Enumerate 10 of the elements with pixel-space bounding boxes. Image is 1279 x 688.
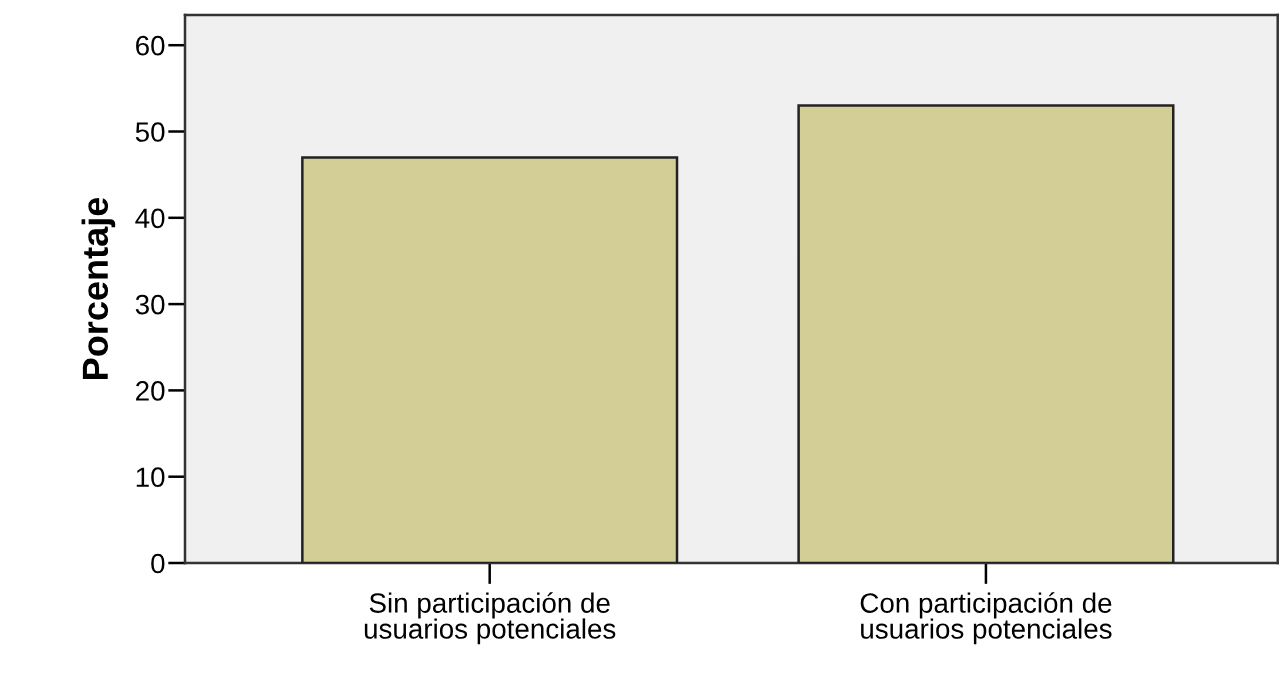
y-tick-label: 20: [136, 381, 165, 401]
y-tick-label: 50: [135, 122, 165, 142]
y-axis-title: Porcentaje: [81, 197, 116, 379]
x-tick-label: Sin participación de usuarios potenciales: [364, 592, 616, 645]
x-tick-label: Con participación de usuarios potenciales: [860, 592, 1112, 645]
y-tick-label: 60: [136, 35, 165, 56]
y-tick-label: 30: [135, 294, 165, 315]
y-tick-label: 0: [151, 553, 165, 574]
y-tick-label: 40: [135, 208, 165, 229]
y-tick-label: 10: [136, 467, 165, 488]
